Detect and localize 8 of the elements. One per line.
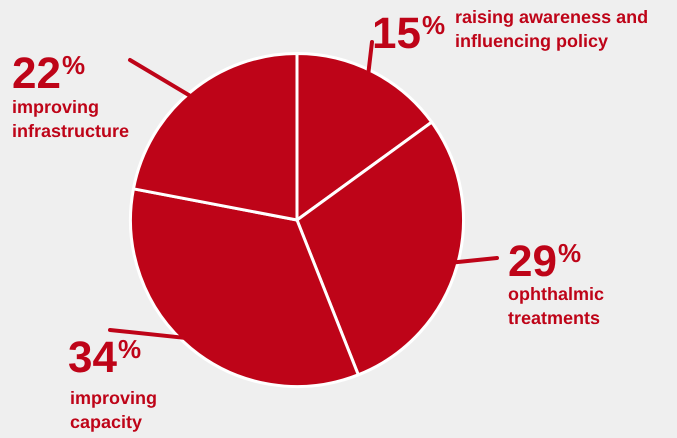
data-label: 29% (508, 237, 582, 286)
slice-label: ophthalmic treatments (508, 284, 604, 328)
data-label: 34% (68, 333, 142, 382)
data-label: 15% (372, 9, 446, 58)
slice-label: raising awareness and influencing policy (455, 7, 648, 51)
data-label: 22% (12, 49, 86, 98)
slice-label: improving infrastructure (12, 97, 130, 141)
slice-label: improving capacity (70, 388, 158, 432)
